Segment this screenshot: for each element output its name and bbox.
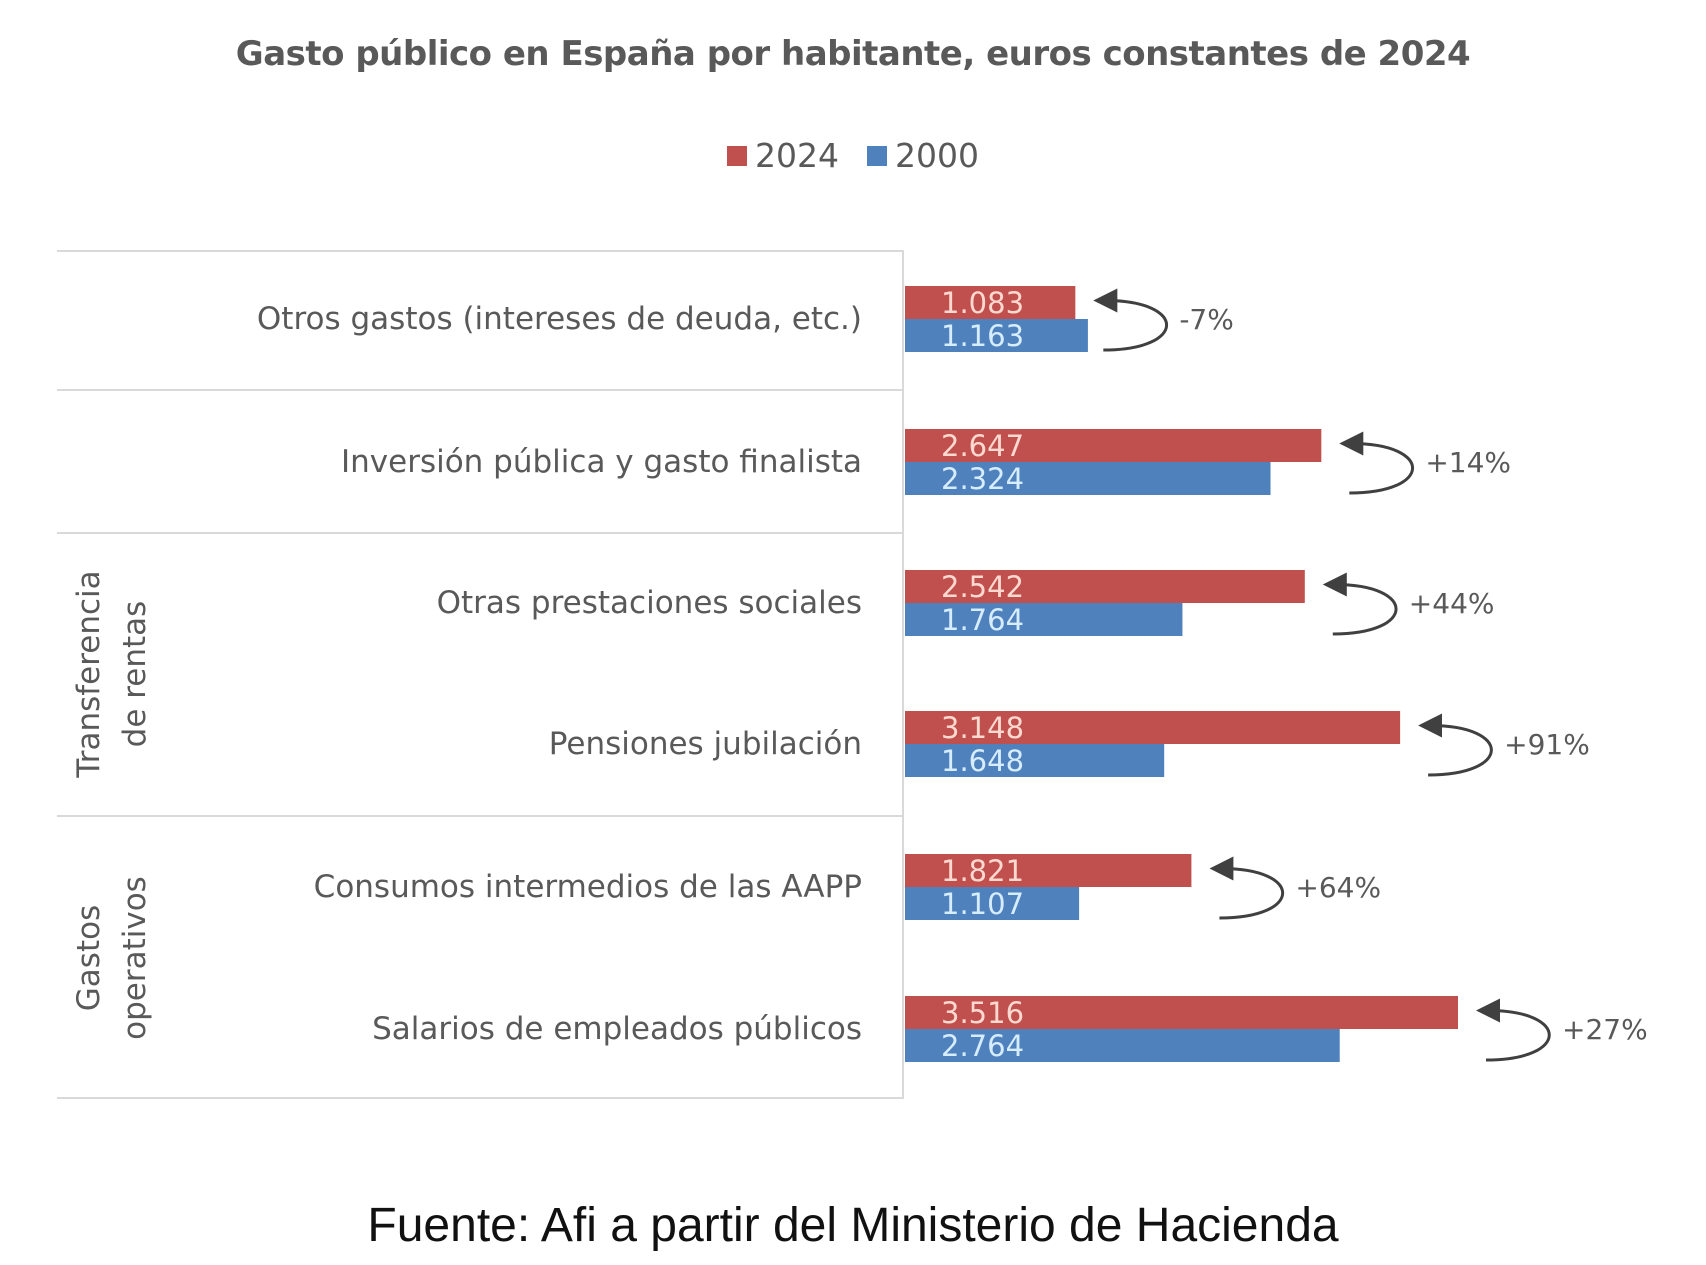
- category-label: Consumos intermedios de las AAPP: [313, 869, 862, 905]
- legend-swatch-2024: [727, 145, 748, 166]
- legend-label-2024: 2024: [755, 136, 839, 175]
- data-label-2024: 2.647: [941, 429, 1024, 463]
- change-annotation: +64%: [1295, 871, 1381, 904]
- table-divider: [57, 532, 904, 534]
- bar-2000: [905, 1029, 1340, 1062]
- legend: 2024 2000: [0, 136, 1706, 175]
- change-arrow-icon: [1476, 998, 1551, 1062]
- data-label-2000: 2.764: [941, 1029, 1024, 1063]
- category-label: Pensiones jubilación: [548, 726, 862, 762]
- category-label: Otros gastos (intereses de deuda, etc.): [256, 301, 862, 337]
- data-label-2024: 1.083: [941, 286, 1024, 320]
- legend-label-2000: 2000: [895, 136, 979, 175]
- change-arrow-icon: [1209, 856, 1284, 920]
- table-divider: [57, 389, 904, 391]
- bar-2024: [905, 570, 1305, 603]
- change-annotation: +91%: [1504, 728, 1590, 761]
- change-arrow-icon: [1093, 288, 1168, 352]
- change-annotation: +44%: [1409, 587, 1495, 620]
- change-arrow-icon: [1322, 572, 1398, 636]
- category-label: Otras prestaciones sociales: [436, 585, 862, 621]
- bar-2000: [905, 462, 1271, 495]
- table-divider: [57, 815, 904, 817]
- bar-2024: [905, 286, 1076, 319]
- data-label-2000: 1.648: [941, 744, 1024, 778]
- bar-2024: [905, 854, 1192, 887]
- table-divider: [57, 1097, 904, 1099]
- category-label: Salarios de empleados públicos: [372, 1011, 862, 1047]
- data-label-2000: 1.107: [941, 887, 1024, 921]
- bar-2024: [905, 996, 1458, 1029]
- data-label-2000: 1.764: [941, 603, 1024, 637]
- category-table: [57, 251, 904, 1098]
- change-annotation: +27%: [1562, 1013, 1648, 1046]
- chart-title: Gasto público en España por habitante, e…: [235, 34, 1471, 74]
- data-label-2024: 2.542: [941, 570, 1024, 604]
- data-label-2024: 1.821: [941, 854, 1024, 888]
- bar-2024: [905, 711, 1401, 744]
- bar-2000: [905, 603, 1183, 636]
- change-arrow-icon: [1418, 713, 1493, 777]
- bar-2024: [905, 429, 1322, 462]
- change-annotation: -7%: [1179, 303, 1234, 336]
- table-divider: [57, 250, 904, 252]
- bar-2000: [905, 744, 1165, 777]
- bar-2000: [905, 887, 1080, 920]
- category-label: Inversión pública y gasto finalista: [340, 444, 862, 480]
- source-note: Fuente: Afi a partir del Ministerio de H…: [367, 1199, 1339, 1252]
- data-label-2024: 3.516: [941, 996, 1024, 1030]
- change-arrow-icon: [1339, 431, 1414, 495]
- bar-2000: [905, 319, 1088, 352]
- data-label-2000: 1.163: [941, 319, 1024, 353]
- change-annotation: +14%: [1425, 446, 1511, 479]
- data-label-2000: 2.324: [941, 462, 1024, 496]
- legend-swatch-2000: [867, 145, 887, 166]
- data-label-2024: 3.148: [941, 711, 1024, 745]
- legend-item-2000: 2000: [867, 136, 979, 175]
- legend-item-2024: 2024: [727, 136, 839, 175]
